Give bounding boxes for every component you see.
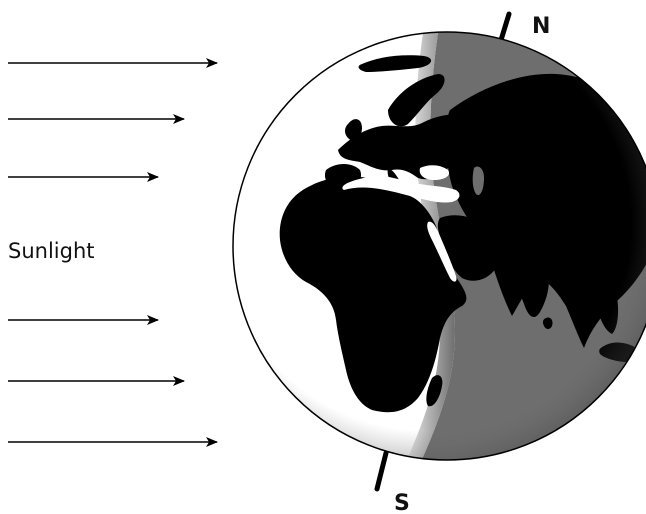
globe-outline: [232, 31, 646, 461]
sunlight-label: Sunlight: [8, 239, 95, 263]
north-pole-label: N: [532, 14, 550, 39]
limb-shade: [233, 32, 646, 460]
south-pole-label: S: [394, 491, 410, 514]
axis-south-stub: [374, 450, 389, 492]
earth-globe: [232, 31, 646, 461]
sunlight-rays: [8, 58, 218, 447]
